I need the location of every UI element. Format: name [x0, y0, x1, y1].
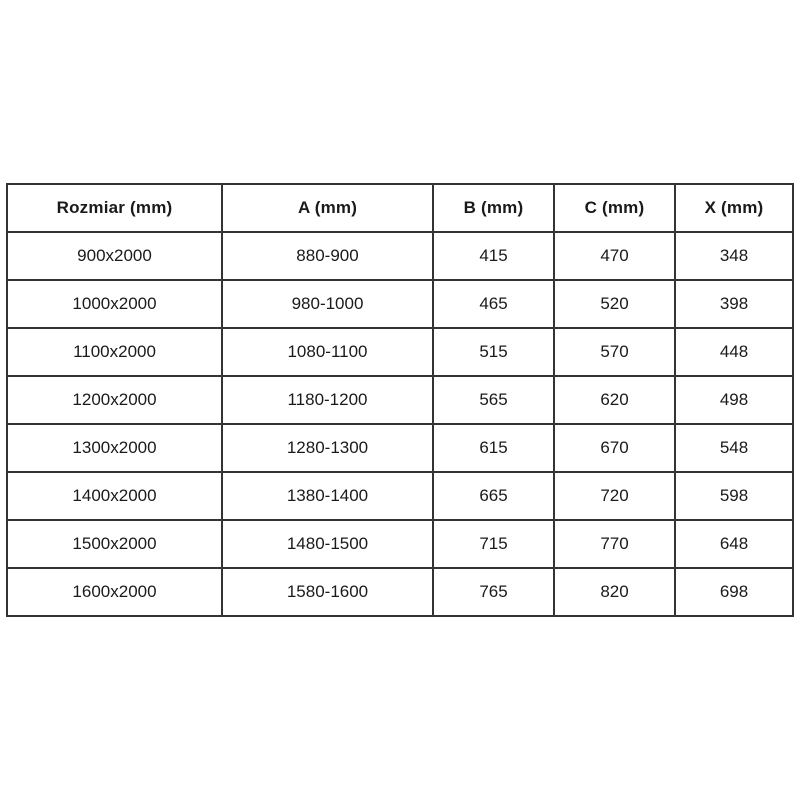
cell-c: 570 — [553, 327, 676, 377]
cell-a: 980-1000 — [221, 279, 434, 329]
cell-b: 615 — [432, 423, 555, 473]
cell-x: 398 — [674, 279, 794, 329]
cell-b: 465 — [432, 279, 555, 329]
cell-a: 1080-1100 — [221, 327, 434, 377]
table-row: 1300x2000 1280-1300 615 670 548 — [6, 423, 794, 473]
column-header-x: X (mm) — [674, 183, 794, 233]
cell-c: 470 — [553, 231, 676, 281]
cell-b: 415 — [432, 231, 555, 281]
cell-b: 665 — [432, 471, 555, 521]
cell-x: 648 — [674, 519, 794, 569]
cell-a: 1180-1200 — [221, 375, 434, 425]
cell-b: 565 — [432, 375, 555, 425]
table-header: Rozmiar (mm) A (mm) B (mm) C (mm) X (mm) — [6, 183, 794, 233]
column-header-a: A (mm) — [221, 183, 434, 233]
cell-a: 1580-1600 — [221, 567, 434, 617]
cell-c: 620 — [553, 375, 676, 425]
cell-b: 765 — [432, 567, 555, 617]
table-row: 1100x2000 1080-1100 515 570 448 — [6, 327, 794, 377]
table-row: 1200x2000 1180-1200 565 620 498 — [6, 375, 794, 425]
cell-c: 770 — [553, 519, 676, 569]
cell-size: 1100x2000 — [6, 327, 223, 377]
cell-a: 1280-1300 — [221, 423, 434, 473]
dimensions-table: Rozmiar (mm) A (mm) B (mm) C (mm) X (mm)… — [6, 183, 794, 617]
table-body: 900x2000 880-900 415 470 348 1000x2000 9… — [6, 231, 794, 617]
cell-x: 598 — [674, 471, 794, 521]
cell-a: 1480-1500 — [221, 519, 434, 569]
cell-c: 670 — [553, 423, 676, 473]
cell-b: 715 — [432, 519, 555, 569]
table-row: 900x2000 880-900 415 470 348 — [6, 231, 794, 281]
cell-c: 520 — [553, 279, 676, 329]
table-row: 1600x2000 1580-1600 765 820 698 — [6, 567, 794, 617]
column-header-size: Rozmiar (mm) — [6, 183, 223, 233]
cell-c: 820 — [553, 567, 676, 617]
cell-x: 548 — [674, 423, 794, 473]
cell-size: 900x2000 — [6, 231, 223, 281]
cell-size: 1500x2000 — [6, 519, 223, 569]
cell-size: 1600x2000 — [6, 567, 223, 617]
cell-size: 1400x2000 — [6, 471, 223, 521]
cell-c: 720 — [553, 471, 676, 521]
cell-size: 1300x2000 — [6, 423, 223, 473]
cell-size: 1200x2000 — [6, 375, 223, 425]
cell-a: 880-900 — [221, 231, 434, 281]
column-header-b: B (mm) — [432, 183, 555, 233]
table-header-row: Rozmiar (mm) A (mm) B (mm) C (mm) X (mm) — [6, 183, 794, 233]
table-row: 1400x2000 1380-1400 665 720 598 — [6, 471, 794, 521]
table-row: 1500x2000 1480-1500 715 770 648 — [6, 519, 794, 569]
cell-x: 348 — [674, 231, 794, 281]
cell-x: 448 — [674, 327, 794, 377]
column-header-c: C (mm) — [553, 183, 676, 233]
cell-x: 698 — [674, 567, 794, 617]
cell-x: 498 — [674, 375, 794, 425]
cell-a: 1380-1400 — [221, 471, 434, 521]
cell-size: 1000x2000 — [6, 279, 223, 329]
table-row: 1000x2000 980-1000 465 520 398 — [6, 279, 794, 329]
cell-b: 515 — [432, 327, 555, 377]
